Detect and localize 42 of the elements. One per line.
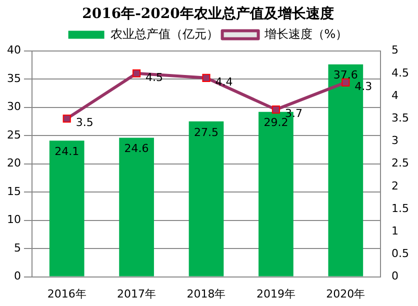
chart-title: 2016年-2020年农业总产值及增长速度 [82,5,334,22]
data-label: 24.1 [54,144,80,158]
y-tick-label: 35 [6,72,21,85]
point [202,74,210,82]
y2-tick-label: 2 [392,179,399,192]
data-label: 27.5 [194,126,218,139]
x-tick-label: 2018年 [186,287,226,300]
y2-tick-label: 0.5 [392,247,410,260]
y-tick-label: 15 [6,184,21,198]
y-tick-label: 0 [14,270,21,283]
y2-tick-label: 4.5 [392,66,410,80]
y2-tick-label: 4 [392,88,399,102]
point [132,69,141,78]
y-tick-label: 30 [6,100,21,114]
bar [49,140,84,276]
bar [188,121,224,276]
x-tick-label: 2017年 [117,287,156,300]
data-label: 4.4 [215,75,233,88]
x-tick-label: 2016年 [47,287,86,300]
y2-tick-label: 5 [392,44,399,57]
legend-label: 农业总产值（亿元） [110,26,218,41]
point [62,114,71,123]
point [272,106,280,114]
y2-tick-label: 1.5 [392,202,410,215]
x-tick-label: 2019年 [256,287,296,300]
y2-tick-label: 1 [392,224,399,238]
y-tick-label: 40 [6,44,21,57]
y2-tick-label: 3 [392,134,399,148]
y2-tick-label: 0 [392,270,399,283]
legend-label: 增长速度（%） [263,26,348,41]
data-label: 3.5 [76,116,94,129]
y2-tick-label: 3.5 [392,111,410,124]
y-tick-label: 20 [6,156,21,170]
bar [119,138,154,276]
data-label: 37.6 [333,68,358,82]
y2-tick-label: 2.5 [392,156,410,170]
y-tick-label: 5 [14,241,21,254]
y-tick-label: 25 [6,128,21,142]
data-label: 29.2 [264,116,288,130]
y-tick-label: 10 [6,213,21,226]
x-tick-label: 2020年 [326,287,366,300]
data-label: 24.6 [124,142,149,156]
